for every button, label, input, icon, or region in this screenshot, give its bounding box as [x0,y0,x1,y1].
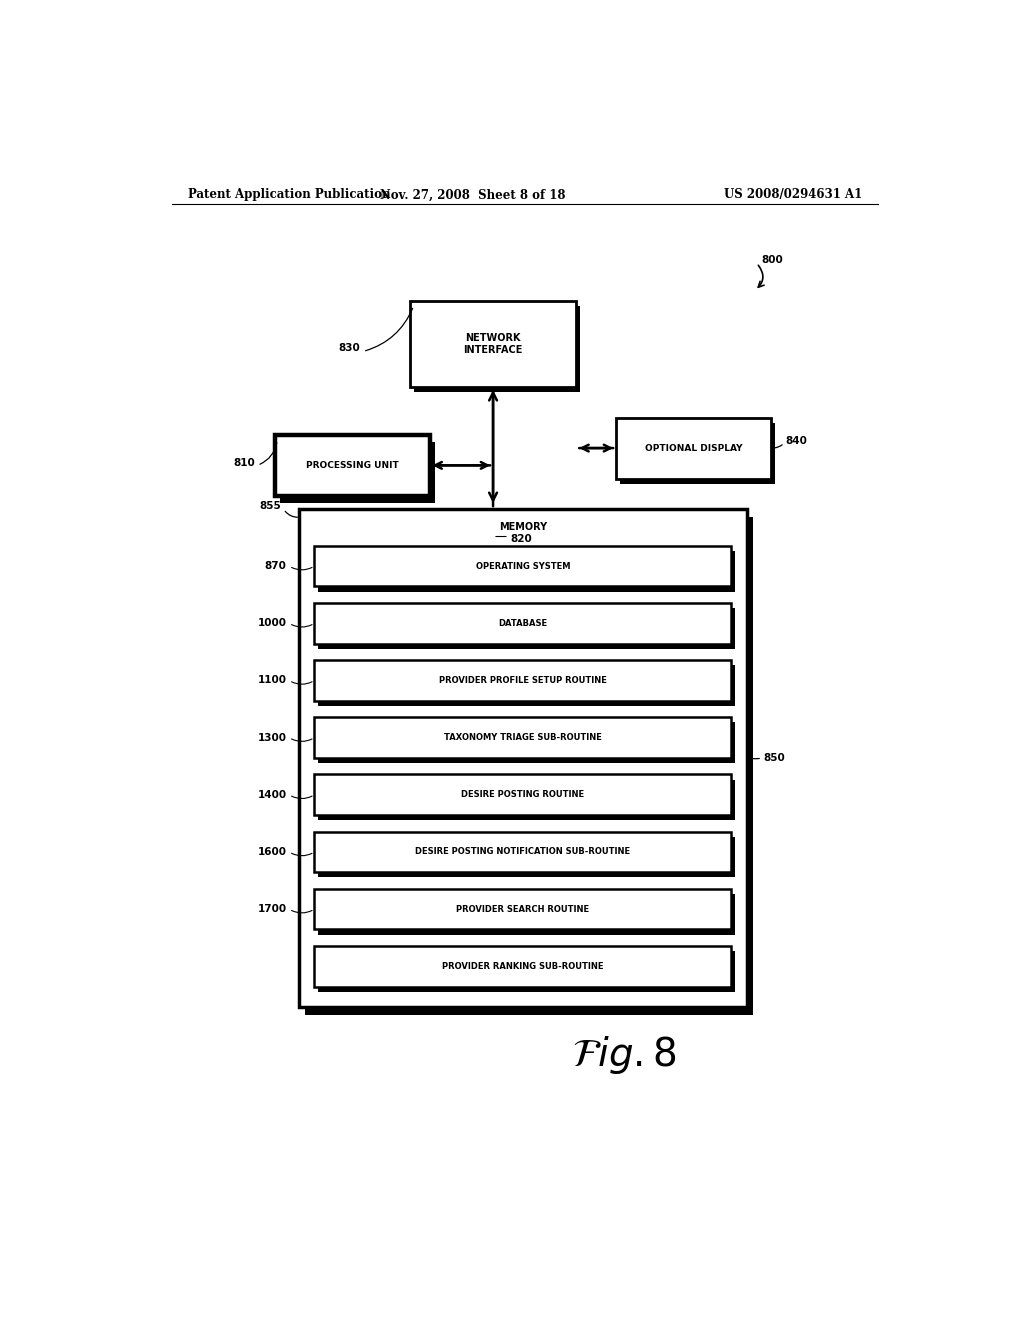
Text: 830: 830 [338,343,359,354]
Text: 820: 820 [511,533,532,544]
Bar [281,442,435,503]
Text: TAXONOMY TRIAGE SUB-ROUTINE: TAXONOMY TRIAGE SUB-ROUTINE [443,733,602,742]
Text: PROVIDER PROFILE SETUP ROUTINE: PROVIDER PROFILE SETUP ROUTINE [439,676,607,685]
Text: Patent Application Publication: Patent Application Publication [187,189,390,202]
Bar [314,888,731,929]
Bar [318,550,735,591]
Bar [314,832,731,873]
Text: 1300: 1300 [258,733,287,743]
Bar [314,946,731,986]
Bar [318,952,735,991]
Bar [314,775,731,816]
Text: 800: 800 [761,255,783,265]
Text: 870: 870 [265,561,287,572]
Text: 1400: 1400 [258,789,287,800]
Bar [318,894,735,935]
Text: PROVIDER RANKING SUB-ROUTINE: PROVIDER RANKING SUB-ROUTINE [442,962,603,970]
Bar [318,722,735,763]
Text: 855: 855 [259,502,282,511]
Bar [616,417,771,479]
Bar [299,510,748,1007]
Bar [318,609,735,648]
Text: 1100: 1100 [258,676,287,685]
Text: 850: 850 [763,754,784,763]
Text: 1000: 1000 [258,618,287,628]
Bar [414,306,581,392]
Text: PROCESSING UNIT: PROCESSING UNIT [306,461,398,470]
Text: 810: 810 [233,458,255,469]
Bar [620,422,775,483]
Bar [314,603,731,644]
Bar [314,660,731,701]
Bar [314,545,731,586]
Text: US 2008/0294631 A1: US 2008/0294631 A1 [724,189,862,202]
Text: OPERATING SYSTEM: OPERATING SYSTEM [475,561,570,570]
Bar [318,837,735,878]
Bar [314,717,731,758]
Bar [318,665,735,706]
Bar [318,780,735,820]
Text: OPTIONAL DISPLAY: OPTIONAL DISPLAY [645,444,742,453]
Text: DESIRE POSTING ROUTINE: DESIRE POSTING ROUTINE [461,791,585,800]
Bar [410,301,577,387]
Text: 1700: 1700 [258,904,287,915]
Text: DESIRE POSTING NOTIFICATION SUB-ROUTINE: DESIRE POSTING NOTIFICATION SUB-ROUTINE [416,847,631,857]
Text: $\mathcal{F}$$\mathit{ig.8}$: $\mathcal{F}$$\mathit{ig.8}$ [571,1034,677,1076]
Text: 840: 840 [785,436,807,446]
Text: DATABASE: DATABASE [499,619,548,628]
Bar [274,434,430,496]
Text: PROVIDER SEARCH ROUTINE: PROVIDER SEARCH ROUTINE [457,904,590,913]
Text: 1600: 1600 [258,847,287,857]
Text: Nov. 27, 2008  Sheet 8 of 18: Nov. 27, 2008 Sheet 8 of 18 [381,189,566,202]
Bar [305,517,754,1015]
Text: MEMORY: MEMORY [499,523,547,532]
Text: NETWORK
INTERFACE: NETWORK INTERFACE [464,333,522,355]
